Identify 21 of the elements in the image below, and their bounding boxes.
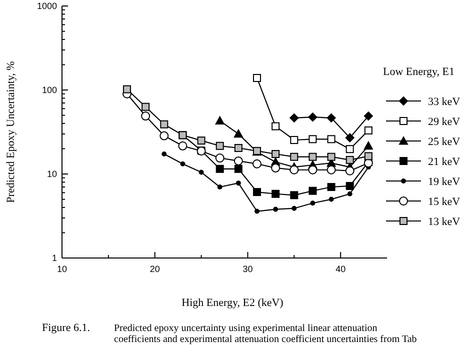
y-tick-label: 100 [42, 85, 57, 96]
y-tick-label: 1 [52, 253, 57, 264]
y-axis-title: Predicted Epoxy Uncertainty, % [5, 61, 17, 203]
x-tick-label: 10 [56, 264, 68, 274]
legend-label: 13 keV [428, 216, 460, 228]
y-tick-label: 1000 [36, 1, 57, 12]
legend-label: 25 keV [428, 136, 460, 148]
caption: Figure 6.1. [42, 322, 90, 334]
legend-label: 15 keV [428, 196, 460, 208]
legend-title: Low Energy, E1 [383, 66, 454, 78]
text: Predicted epoxy uncertainty using experimental linear attenuation [114, 323, 378, 334]
x-tick-label: 20 [150, 264, 160, 274]
x-axis-title: High Energy, E2 (keV) [182, 297, 284, 309]
legend-label: 21 keV [428, 156, 460, 168]
text: coefficients and experimental attenuation coefficient uncertainties from Tab [114, 334, 417, 345]
legend-label: 33 keV [428, 96, 460, 108]
legend-label: 19 keV [428, 176, 460, 188]
x-tick-label: 30 [242, 264, 253, 274]
legend-label: 29 keV [428, 116, 460, 128]
x-tick-label: 40 [336, 264, 346, 274]
y-tick-label: 10 [46, 169, 57, 180]
